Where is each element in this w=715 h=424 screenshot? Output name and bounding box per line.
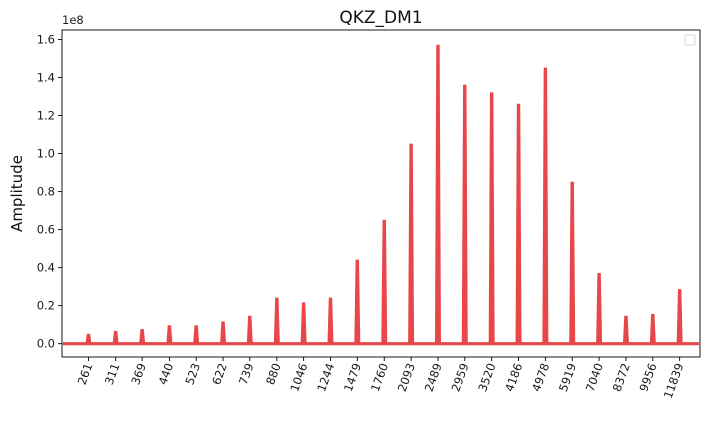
x-tick-label: 4978 bbox=[529, 361, 552, 393]
x-tick-label: 1479 bbox=[341, 361, 364, 393]
x-tick-label: 8372 bbox=[610, 361, 633, 393]
peak-311 bbox=[112, 330, 119, 345]
x-tick-label: 2093 bbox=[395, 361, 418, 393]
x-tick-label: 622 bbox=[209, 361, 230, 386]
x-axis: 261 311 369 440 523 622 739 880 1046 1244 1479 1760… bbox=[75, 357, 687, 400]
y-tick-label: 0.4 bbox=[37, 261, 55, 275]
peak-1479 bbox=[354, 259, 361, 345]
peak-9956 bbox=[649, 313, 656, 345]
x-tick-label: 2489 bbox=[422, 361, 445, 393]
x-tick-label: 3520 bbox=[475, 361, 498, 393]
x-tick-label: 1244 bbox=[314, 361, 337, 393]
y-tick-label: 1.4 bbox=[37, 71, 55, 85]
chart-title: QKZ_DM1 bbox=[339, 8, 422, 28]
x-tick-label: 7040 bbox=[583, 361, 606, 393]
peak-2093 bbox=[408, 143, 415, 345]
legend-box bbox=[684, 34, 696, 46]
x-tick-label: 311 bbox=[102, 361, 123, 386]
x-tick-label: 880 bbox=[263, 361, 284, 386]
y-tick-label: 1.0 bbox=[37, 147, 55, 161]
y-tick-label: 1.6 bbox=[37, 33, 55, 47]
x-tick-label: 523 bbox=[182, 361, 203, 386]
peak-4186 bbox=[515, 103, 522, 345]
x-tick-label: 1046 bbox=[287, 361, 310, 393]
y-axis: 0.0 0.2 0.4 0.6 0.8 1.0 1.2 1.4 1.6 bbox=[37, 33, 62, 351]
peak-880 bbox=[273, 297, 280, 345]
x-tick-label: 440 bbox=[156, 361, 177, 386]
peak-2959 bbox=[461, 84, 468, 345]
y-tick-label: 0.2 bbox=[37, 299, 55, 313]
x-tick-label: 2959 bbox=[448, 361, 471, 393]
peak-2489 bbox=[434, 44, 441, 345]
peak-4978 bbox=[542, 67, 549, 345]
peak-1760 bbox=[381, 219, 388, 345]
peak-523 bbox=[193, 325, 200, 345]
x-tick-label: 5919 bbox=[556, 361, 579, 393]
plot-frame bbox=[61, 29, 701, 358]
x-tick-label: 9956 bbox=[636, 361, 659, 393]
peak-440 bbox=[166, 325, 173, 345]
y-tick-label: 0.8 bbox=[37, 185, 55, 199]
x-tick-label: 11839 bbox=[661, 361, 687, 400]
x-tick-label: 1760 bbox=[368, 361, 391, 393]
y-scale-label: 1e8 bbox=[62, 13, 84, 27]
peak-1244 bbox=[327, 297, 334, 345]
x-tick-label: 261 bbox=[75, 361, 96, 386]
peak-11839 bbox=[676, 289, 683, 345]
peak-7040 bbox=[596, 272, 603, 345]
peak-622 bbox=[220, 321, 227, 345]
peak-5919 bbox=[569, 181, 576, 345]
y-tick-label: 0.0 bbox=[37, 337, 55, 351]
x-tick-label: 739 bbox=[236, 361, 257, 386]
peak-739 bbox=[246, 315, 253, 345]
series-peaks bbox=[63, 44, 699, 346]
peak-3520 bbox=[488, 92, 495, 345]
peak-369 bbox=[139, 329, 146, 345]
y-tick-label: 1.2 bbox=[37, 109, 55, 123]
y-axis-label: Amplitude bbox=[8, 155, 26, 232]
x-tick-label: 369 bbox=[128, 361, 149, 386]
peak-1046 bbox=[300, 302, 307, 345]
peak-8372 bbox=[622, 315, 629, 345]
y-tick-label: 0.6 bbox=[37, 223, 55, 237]
x-tick-label: 4186 bbox=[502, 361, 525, 393]
peak-261 bbox=[85, 333, 92, 345]
